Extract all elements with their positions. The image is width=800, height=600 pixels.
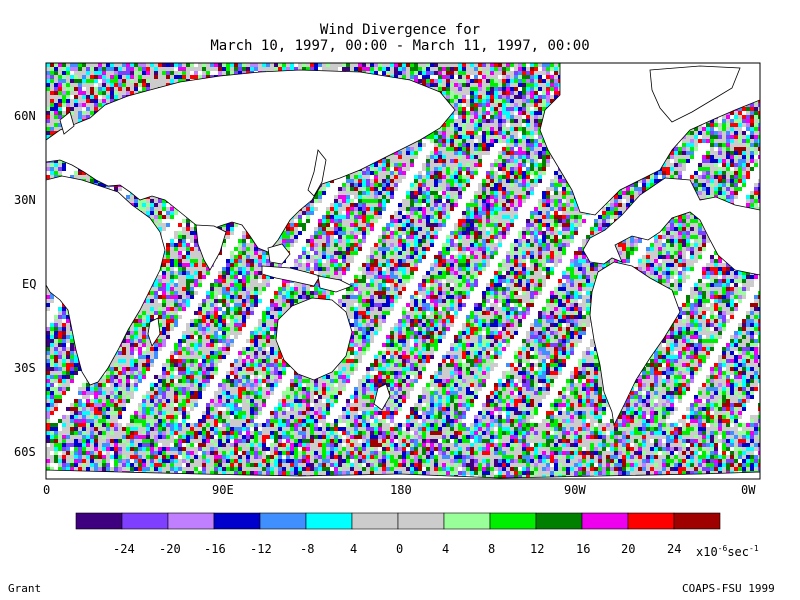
colorbar-swatch bbox=[213, 512, 261, 530]
lon-label-90e: 90E bbox=[212, 483, 234, 497]
new-zealand-landmass bbox=[373, 383, 391, 411]
colorbar-swatch bbox=[581, 512, 629, 530]
eurasia-landmass bbox=[46, 69, 456, 253]
colorbar-tick-label: 4 bbox=[350, 542, 358, 556]
colorbar-tick-label: -8 bbox=[300, 542, 315, 556]
lat-label-30s: 30S bbox=[14, 361, 36, 375]
map-frame bbox=[45, 62, 761, 480]
colorbar-tick-label: -12 bbox=[250, 542, 272, 556]
unit-prefix: x10 bbox=[696, 545, 718, 559]
colorbar-swatch bbox=[397, 512, 445, 530]
colorbar-tick-label: 4 bbox=[442, 542, 450, 556]
unit-exponent: -6 bbox=[717, 544, 728, 553]
institution-credit: COAPS-FSU 1999 bbox=[682, 582, 775, 595]
author-credit: Grant bbox=[8, 582, 42, 595]
indonesia-landmass bbox=[261, 265, 321, 287]
africa-landmass bbox=[46, 175, 166, 386]
unit-exponent-2: -1 bbox=[749, 544, 759, 553]
lon-label-0w: 0W bbox=[741, 483, 756, 497]
colorbar-swatch bbox=[535, 512, 583, 530]
colorbar-tick-label: 16 bbox=[576, 542, 591, 556]
colorbar-swatch bbox=[351, 512, 399, 530]
colorbar bbox=[75, 512, 721, 530]
lat-label-eq: EQ bbox=[22, 277, 37, 291]
borneo-landmass bbox=[267, 243, 291, 265]
colorbar-tick-label: 8 bbox=[488, 542, 496, 556]
colorbar-swatch bbox=[259, 512, 307, 530]
colorbar-tick-label: -16 bbox=[204, 542, 226, 556]
madagascar-landmass bbox=[147, 317, 161, 347]
colorbar-swatch bbox=[121, 512, 169, 530]
lat-label-30n: 30N bbox=[14, 193, 36, 207]
uk-landmass bbox=[59, 111, 75, 135]
colorbar-tick-label: 12 bbox=[530, 542, 545, 556]
colorbar-tick-label: 20 bbox=[621, 542, 636, 556]
colorbar-swatch bbox=[443, 512, 491, 530]
lon-label-90w: 90W bbox=[564, 483, 586, 497]
new-guinea-landmass bbox=[317, 275, 353, 293]
australia-landmass bbox=[275, 297, 353, 381]
colorbar-tick-label: -20 bbox=[159, 542, 181, 556]
colorbar-swatch bbox=[489, 512, 537, 530]
colorbar-tick-label: 0 bbox=[396, 542, 404, 556]
south-america-landmass bbox=[589, 261, 681, 427]
colorbar-swatch bbox=[167, 512, 215, 530]
lat-label-60n: 60N bbox=[14, 109, 36, 123]
colorbar-tick-label: 24 bbox=[667, 542, 682, 556]
map-subtitle-date-range: March 10, 1997, 00:00 - March 11, 1997, … bbox=[210, 38, 590, 54]
lat-label-60s: 60S bbox=[14, 445, 36, 459]
japan-landmass bbox=[307, 149, 327, 197]
unit-sec: sec bbox=[727, 545, 750, 559]
colorbar-unit: x10-6sec-1 bbox=[696, 543, 759, 558]
colorbar-swatch bbox=[627, 512, 675, 530]
india-landmass bbox=[195, 224, 227, 271]
lon-label-0: 0 bbox=[43, 483, 51, 497]
colorbar-tick-label: -24 bbox=[113, 542, 135, 556]
north-america-landmass bbox=[582, 63, 760, 276]
colorbar-swatch bbox=[305, 512, 353, 530]
colorbar-swatch bbox=[673, 512, 721, 530]
lon-label-180: 180 bbox=[390, 483, 412, 497]
map-title: Wind Divergence for bbox=[319, 22, 481, 38]
greenland-landmass bbox=[649, 65, 741, 123]
antarctica-landmass bbox=[46, 469, 760, 479]
colorbar-swatch bbox=[75, 512, 123, 530]
